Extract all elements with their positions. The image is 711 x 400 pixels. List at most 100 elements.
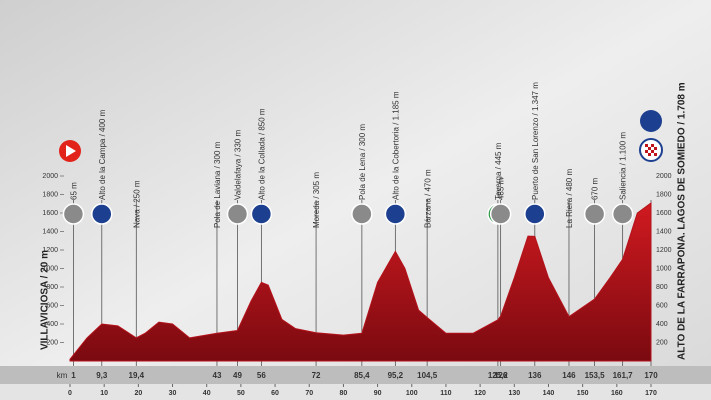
km-label: km (57, 371, 68, 380)
y-tick-label: 1400 (42, 228, 58, 235)
waypoint-name: Alto de la Cobertoria / 1.185 m (391, 91, 400, 200)
waypoint-name: Teverga / 445 m (494, 142, 503, 200)
y-tick-label: 1800 (42, 191, 58, 198)
y2-tick-label: 1000 (656, 265, 672, 272)
waypoint-name: Moreda / 305 m (312, 172, 321, 228)
km-tick-label: 170 (644, 371, 658, 380)
y2-tick-label: 600 (656, 302, 668, 309)
km-tick-label: 85,4 (354, 371, 370, 380)
x-tick-label: 90 (374, 390, 382, 397)
y-tick-label: 800 (46, 284, 58, 291)
waypoint-name: 65 m (70, 182, 79, 200)
x-tick-label: 150 (577, 390, 589, 397)
waypoint-icon (226, 203, 249, 225)
km-tick-label: 72 (312, 371, 321, 380)
x-tick-label: 0 (68, 390, 72, 397)
x-tick-label: 160 (611, 390, 623, 397)
km-tick-label: 9,3 (96, 371, 108, 380)
y2-tick-label: 800 (656, 284, 668, 291)
checker-square (645, 144, 648, 147)
start-icon-arrow (66, 145, 76, 157)
waypoint-name: Alto de la Collada / 850 m (257, 108, 266, 200)
y2-tick-label: 400 (656, 321, 668, 328)
waypoint-icon (351, 203, 373, 225)
waypoint-name: La Riera / 480 m (565, 169, 574, 228)
x-tick-label: 30 (169, 390, 177, 397)
y2-tick-label: 1400 (656, 228, 672, 235)
y-tick-label: 1000 (42, 265, 58, 272)
x-tick-label: 40 (203, 390, 211, 397)
waypoint-icon (91, 203, 113, 225)
km-tick-label: 19,4 (129, 371, 145, 380)
checker-square (651, 144, 654, 147)
km-tick-label: 95,2 (388, 371, 404, 380)
y2-tick-label: 200 (656, 339, 668, 346)
waypoint-name: Valdelafaya / 330 m (234, 130, 243, 200)
waypoint-name: Saliencia / 1.100 m (619, 132, 628, 200)
checker-square (648, 147, 651, 150)
finish-climb-icon (640, 110, 662, 132)
waypoint-name: Pola de Lena / 300 m (358, 124, 367, 200)
waypoint-name: Alto de la Campa / 400 m (98, 109, 107, 200)
km-tick-label: 1 (71, 371, 76, 380)
waypoint-icon (611, 203, 634, 225)
km-tick-label: 153,5 (585, 371, 606, 380)
x-tick-label: 10 (100, 390, 108, 397)
km-tick-label: 126 (494, 371, 508, 380)
waypoint-name: Pola de Laviana / 300 m (213, 141, 222, 228)
start-label: VILLAVICIOSA / 20 m (40, 250, 51, 350)
x-tick-label: 140 (543, 390, 555, 397)
km-tick-label: 146 (562, 371, 576, 380)
waypoint-name: Bárzana / 470 m (423, 169, 432, 228)
x-tick-label: 120 (474, 390, 486, 397)
waypoint-name: Puerto de San Lorenzo / 1.347 m (531, 82, 540, 200)
y-tick-label: 2000 (42, 173, 58, 180)
km-tick-label: 136 (528, 371, 542, 380)
checker-square (654, 147, 657, 150)
y2-tick-label: 2000 (656, 173, 672, 180)
y2-tick-label: 1800 (656, 191, 672, 198)
checker-square (654, 153, 657, 156)
profile-area (69, 202, 652, 362)
y-tick-label: 1600 (42, 210, 58, 217)
waypoint-icon (62, 203, 85, 225)
y-tick-label: 400 (46, 321, 58, 328)
km-tick-label: 56 (257, 371, 266, 380)
x-tick-label: 170 (645, 390, 657, 397)
finish-checker (645, 144, 657, 156)
x-tick-label: 60 (271, 390, 279, 397)
waypoint-name: Nava / 250 m (132, 180, 141, 228)
finish-label: ALTO DE LA FARRAPONA. LAGOS DE SOMIEDO /… (677, 82, 688, 360)
y-tick-label: 1200 (42, 247, 58, 254)
km-tick-label: 104,5 (417, 371, 438, 380)
waypoint-name: 670 m (591, 177, 600, 200)
y-tick-label: 600 (46, 302, 58, 309)
x-tick-label: 130 (508, 390, 520, 397)
km-tick-label: 125,2 (488, 371, 509, 380)
x-tick-label: 20 (134, 390, 142, 397)
x-tick-label: 50 (237, 390, 245, 397)
checker-square (648, 153, 651, 156)
km-tick-label: 43 (213, 371, 222, 380)
x-tick-label: 80 (340, 390, 348, 397)
waypoint-icon (489, 203, 512, 225)
waypoint-name: 485 m (497, 177, 506, 200)
checker-square (645, 150, 648, 153)
y2-tick-label: 1600 (656, 210, 672, 217)
waypoint-icon (250, 203, 273, 225)
waypoint-icon (583, 203, 606, 225)
axis-band (0, 384, 711, 400)
km-tick-label: 49 (233, 371, 242, 380)
y2-tick-label: 1200 (656, 247, 672, 254)
x-tick-label: 100 (406, 390, 418, 397)
x-tick-label: 70 (305, 390, 313, 397)
waypoint-icon (524, 203, 546, 225)
km-tick-label: 161,7 (613, 371, 634, 380)
y-tick-label: 200 (46, 339, 58, 346)
x-tick-label: 110 (440, 390, 451, 397)
checker-square (651, 150, 654, 153)
km-band (0, 366, 711, 384)
